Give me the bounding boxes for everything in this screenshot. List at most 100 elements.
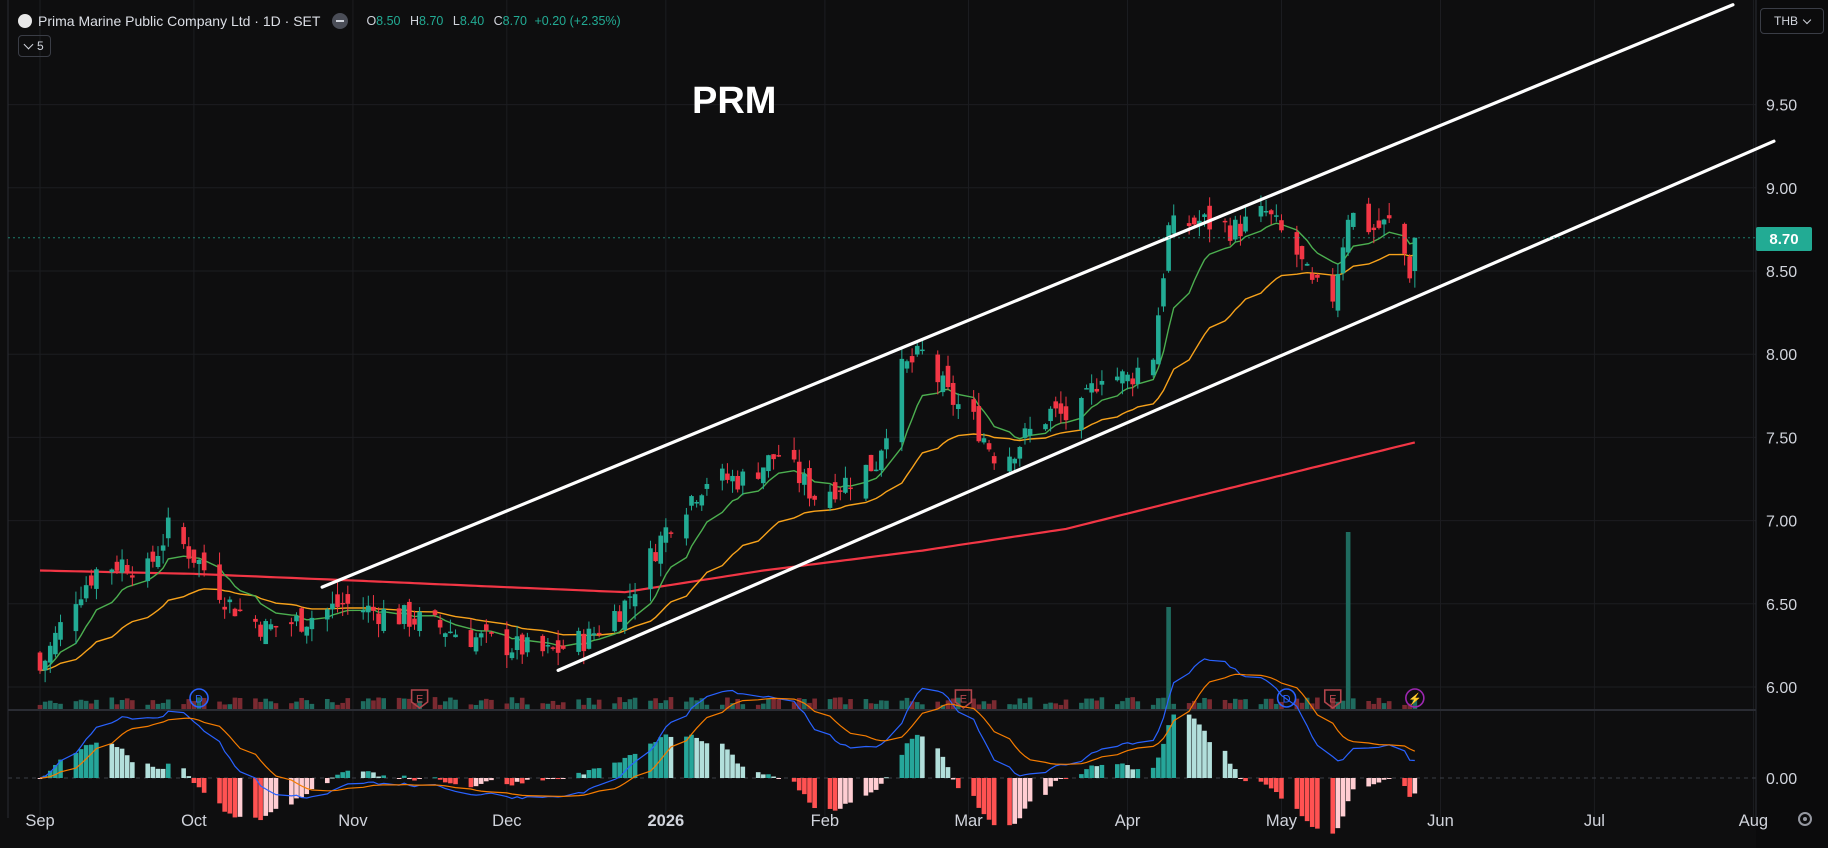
volume-bar [222,704,227,709]
candle-body [832,482,838,500]
candle-body [94,569,99,589]
macd-hist-bar [699,741,705,778]
candle-body [478,633,484,638]
candle-body [771,454,776,460]
candle-body [873,469,879,472]
macd-hist-bar [37,778,43,779]
macd-hist-bar [1048,778,1053,787]
volume-bar [873,703,879,709]
event-marker-E[interactable]: E [410,689,429,709]
candle [1043,423,1048,431]
candle [478,630,484,646]
candle-body [268,624,274,630]
volume-bar [1274,703,1279,709]
volume-bar [848,699,853,709]
volume-bar [165,699,171,709]
macd-hist-bar [227,778,233,814]
candle [663,518,669,553]
macd-hist-bar [94,742,99,778]
candle-body [442,633,448,637]
macd-hist-bar [1094,766,1100,778]
candle [873,461,879,472]
candle [1099,370,1105,396]
price-tick-label: 6.50 [1766,597,1797,614]
candle [289,617,294,637]
candle [689,494,694,511]
macd-hist-bar [1017,778,1023,819]
candle-body [47,645,53,663]
candle-body [237,609,243,612]
macd-hist-bar [304,778,310,795]
candle [78,586,84,608]
event-marker-D[interactable]: D [189,688,209,708]
candle-body [1279,220,1284,231]
candle-body [1161,278,1166,307]
candle-body [863,464,869,499]
macd-hist-bar [719,743,725,778]
volume-bar [1191,700,1197,709]
volume-bar [971,698,976,709]
volume-bar [124,698,130,709]
candle-body [417,611,422,632]
macd-hist-bar [1207,742,1212,778]
candle-body [289,622,294,625]
volume-bar [1156,698,1161,709]
candle-body [196,559,202,565]
candle-body [396,608,402,625]
volume-bar [766,698,771,709]
candle-body [827,491,833,508]
candle [340,592,345,617]
volume-bar [914,702,920,709]
volume-bar [1094,700,1100,709]
candle-body [263,621,269,645]
event-marker-E[interactable]: E [1323,689,1342,709]
macd-hist-bar [1371,778,1377,785]
candle-body [1376,220,1382,228]
candle-body [843,477,848,493]
settings-gear-icon[interactable] [1798,812,1812,826]
candle [740,468,746,496]
candle-body [581,633,587,652]
macd-hist-bar [863,778,869,796]
indicators-toggle-button[interactable]: 5 [18,35,51,57]
macd-hist-bar [663,734,669,778]
candle-body [150,551,156,562]
candle [1084,384,1089,390]
volume-bar [519,697,525,709]
macd-hist-bar [130,762,135,778]
symbol-title[interactable]: Prima Marine Public Company Ltd · 1D · S… [38,13,321,29]
macd-hist-bar [407,778,412,780]
candle-body [1115,376,1120,381]
candle-body [525,637,530,653]
macd-hist-bar [848,778,853,803]
price-tick-label: 9.00 [1766,181,1797,198]
candle-body [1058,403,1064,414]
candle-body [1156,315,1161,365]
market-status-icon[interactable] [332,13,349,29]
volume-bar [1227,703,1233,709]
event-marker-label: E [416,694,423,706]
macd-hist-bar [1350,778,1356,790]
candle-body [950,382,956,405]
candle [371,595,376,621]
macd-hist-bar [1366,778,1371,787]
candle-body [812,495,817,500]
chart-annotation-text[interactable]: PRM [692,80,777,122]
event-marker-E[interactable]: E [954,689,973,709]
macd-hist-bar [899,754,905,778]
candle-body [735,476,740,490]
candle-body [540,635,546,652]
macd-hist-bar [581,774,587,778]
currency-selector[interactable]: THB [1760,8,1824,34]
candle [1007,447,1012,474]
earnings-icon [410,689,429,709]
macd-hist-bar [345,770,351,778]
event-marker-flash[interactable]: ⚡ [1405,688,1425,708]
candle-body [437,619,443,628]
candle-body [868,454,874,472]
volume-bar [1376,697,1382,709]
candle-body [53,632,58,655]
candle [73,591,79,644]
macd-hist-bar [381,775,387,778]
